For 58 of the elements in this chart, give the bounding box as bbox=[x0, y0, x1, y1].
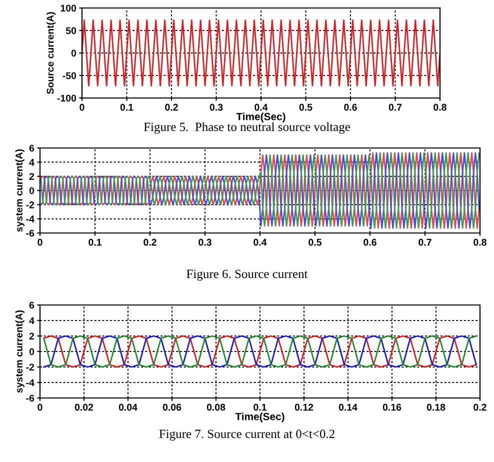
x-tick-label: 0.6 bbox=[344, 104, 357, 111]
x-tick-label: 0.3 bbox=[210, 104, 223, 111]
y-tick-label: 4 bbox=[29, 159, 34, 166]
y-tick-label: 0 bbox=[29, 348, 34, 356]
x-axis-title: Time(Sec) bbox=[235, 412, 284, 422]
x-tick-label: 0.2 bbox=[474, 404, 486, 411]
y-tick-label: 2 bbox=[29, 173, 34, 180]
x-tick-label: 0.3 bbox=[198, 238, 212, 246]
x-tick-label: 0.08 bbox=[206, 404, 226, 411]
caption: Figure 6. Source current bbox=[186, 270, 308, 281]
y-tick-label: -50 bbox=[62, 72, 76, 80]
y-tick-label: 0 bbox=[29, 187, 34, 194]
y-tick-label: -2 bbox=[26, 364, 34, 371]
y-tick-label: 2 bbox=[29, 332, 34, 340]
x-tick-label: 0.8 bbox=[474, 238, 486, 246]
y-tick-label: -100 bbox=[57, 94, 76, 102]
y-tick-label: -4 bbox=[26, 216, 34, 222]
x-tick-label: 0.5 bbox=[308, 238, 322, 246]
x-tick-label: 0.2 bbox=[165, 104, 178, 111]
y-tick-label: 50 bbox=[66, 27, 76, 34]
x-axis-title: Time(Sec) bbox=[236, 112, 286, 122]
y-tick-label: -6 bbox=[26, 230, 34, 237]
x-tick-label: 0.1 bbox=[254, 404, 266, 411]
y-tick-label: 4 bbox=[29, 317, 34, 324]
x-tick-label: 0.6 bbox=[364, 238, 376, 246]
line-series bbox=[40, 152, 480, 229]
x-tick-label: 0.12 bbox=[294, 404, 314, 411]
x-tick-label: 0.1 bbox=[88, 238, 102, 246]
y-tick-label: 0 bbox=[71, 50, 76, 57]
x-tick-label: 0 bbox=[38, 404, 42, 411]
x-tick-label: 0.1 bbox=[120, 104, 134, 111]
caption: Figure 5. Phase to neutral source voltage bbox=[144, 122, 350, 134]
y-tick-label: -6 bbox=[26, 394, 34, 402]
x-tick-label: 0.7 bbox=[418, 238, 432, 246]
x-tick-label: 0.7 bbox=[388, 104, 402, 111]
x-tick-label: 0.02 bbox=[74, 404, 94, 411]
y-tick-label: 100 bbox=[60, 4, 76, 12]
x-tick-label: 0.2 bbox=[144, 238, 156, 246]
x-tick-label: 0.18 bbox=[426, 404, 446, 411]
line-series bbox=[43, 335, 477, 368]
x-tick-label: 0 bbox=[38, 238, 42, 246]
caption: Figure 7. Source current at 0<t<0.2 bbox=[159, 430, 334, 441]
x-tick-label: 0.4 bbox=[254, 104, 268, 111]
y-tick-label: 6 bbox=[29, 302, 34, 309]
x-tick-label: 0.8 bbox=[434, 104, 446, 111]
x-tick-label: 0.14 bbox=[338, 404, 358, 411]
y-tick-label: 6 bbox=[29, 144, 34, 152]
x-tick-label: 0.5 bbox=[299, 104, 312, 111]
y-axis-title: Source current(A) bbox=[46, 12, 56, 94]
y-tick-label: -2 bbox=[26, 201, 34, 208]
x-tick-label: 0.04 bbox=[118, 404, 138, 411]
x-tick-label: 0.06 bbox=[162, 404, 182, 411]
y-axis-title: system current(A) bbox=[15, 310, 24, 393]
x-tick-label: 0.16 bbox=[382, 404, 402, 411]
x-tick-label: 0 bbox=[80, 104, 84, 111]
y-tick-label: -4 bbox=[26, 379, 34, 386]
x-tick-label: 0.4 bbox=[254, 238, 267, 246]
y-axis-title: system current(A) bbox=[15, 149, 24, 232]
